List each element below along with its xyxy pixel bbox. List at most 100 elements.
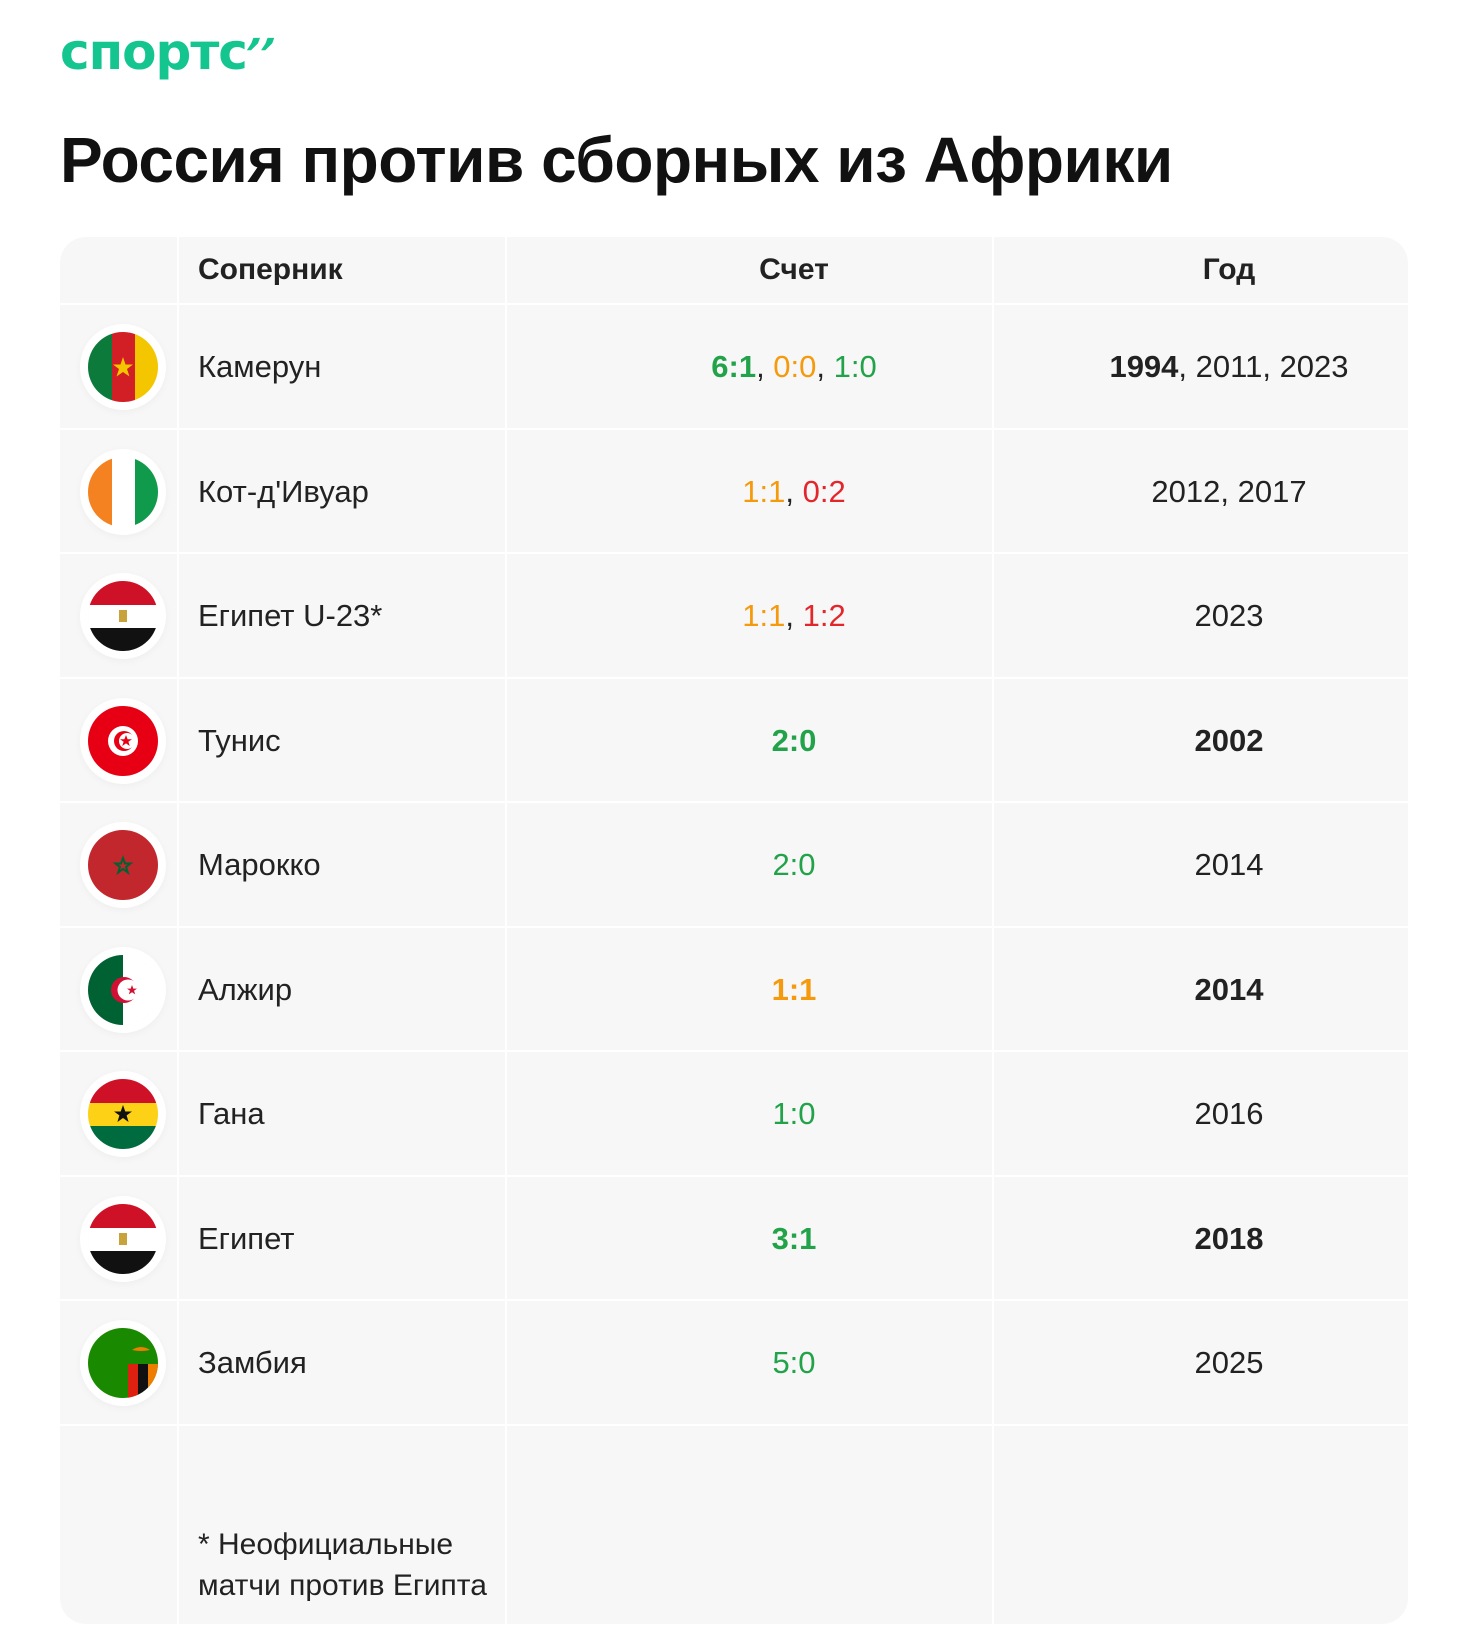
- year-cell: 1994, 2011, 2023: [1050, 305, 1408, 430]
- score-value: 1:1: [742, 598, 786, 634]
- score-value: 2:0: [771, 722, 817, 758]
- score-cell: 1:0: [536, 1052, 1052, 1177]
- table-row: Египет U-23* 1:1, 1:2 2023: [60, 552, 1408, 679]
- table-header: Соперник Счет Год: [60, 237, 1408, 303]
- year-cell: 2002: [1050, 679, 1408, 804]
- score-cell: 1:1, 1:2: [536, 554, 1052, 679]
- flag-cell: [60, 679, 185, 804]
- score-cell: 1:1: [536, 928, 1052, 1053]
- flag-cell: [60, 305, 185, 430]
- year-cell: 2014: [1050, 928, 1408, 1053]
- year-value: 2014: [1194, 847, 1264, 883]
- separator: ,: [785, 598, 803, 634]
- column-divider: [992, 237, 994, 1624]
- year-value: 2017: [1237, 473, 1307, 509]
- footer-separator: [60, 1423, 1408, 1426]
- score-value: 6:1: [711, 349, 757, 385]
- logo-text: спортс: [60, 23, 248, 81]
- header-score: Счет: [759, 253, 829, 286]
- score-cell: 5:0: [536, 1301, 1052, 1426]
- opponent-name: Кот-д'Ивуар: [198, 473, 369, 509]
- flag-cell: [60, 1301, 185, 1426]
- year-value: 2018: [1194, 1220, 1264, 1256]
- year-cell: 2023: [1050, 554, 1408, 679]
- opponent-name: Камерун: [198, 349, 322, 385]
- score-cell: 2:0: [536, 679, 1052, 804]
- egypt-flag-icon: [87, 1203, 158, 1274]
- year-value: 1994: [1109, 349, 1179, 385]
- table-row: Замбия 5:0 2025: [60, 1299, 1408, 1426]
- flag-cell: [60, 803, 185, 928]
- column-divider: [505, 237, 507, 1624]
- score-value: 2:0: [772, 847, 816, 883]
- score-value: 1:1: [742, 473, 786, 509]
- opponent-name: Гана: [198, 1096, 265, 1132]
- separator: ,: [1220, 473, 1238, 509]
- year-value: 2011: [1195, 349, 1263, 385]
- table-row: Египет 3:1 2018: [60, 1174, 1408, 1302]
- table-row: Алжир 1:1 2014: [60, 925, 1408, 1053]
- ivory-coast-flag-icon: [87, 456, 158, 527]
- footnote: * Неофициальные матчи против Египта: [198, 1524, 598, 1606]
- score-cell: 1:1, 0:2: [536, 430, 1052, 555]
- flag-cell: [60, 430, 185, 555]
- table-row: Кот-д'Ивуар 1:1, 0:2 2012, 2017: [60, 427, 1408, 555]
- year-cell: 2025: [1050, 1301, 1408, 1426]
- sports-logo[interactable]: спортс’’: [60, 22, 280, 84]
- table-row: Гана 1:0 2016: [60, 1050, 1408, 1177]
- year-cell: 2014: [1050, 803, 1408, 928]
- score-value: 0:0: [773, 349, 817, 385]
- flag-cell: [60, 1052, 185, 1177]
- tunisia-flag-icon: [87, 705, 158, 776]
- page-title: Россия против сборных из Африки: [60, 124, 1173, 196]
- score-cell: 3:1: [536, 1177, 1052, 1302]
- year-value: 2023: [1279, 349, 1349, 385]
- year-cell: 2012, 2017: [1050, 430, 1408, 555]
- opponent-name: Алжир: [198, 971, 293, 1007]
- year-value: 2023: [1194, 598, 1264, 634]
- score-cell: 6:1, 0:0, 1:0: [536, 305, 1052, 430]
- ghana-flag-icon: [87, 1079, 158, 1150]
- column-divider: [177, 237, 179, 1624]
- footnote-line: * Неофициальные: [198, 1528, 454, 1561]
- opponent-name: Тунис: [198, 722, 281, 758]
- year-cell: 2016: [1050, 1052, 1408, 1177]
- score-value: 0:2: [802, 473, 846, 509]
- separator: ,: [785, 473, 803, 509]
- table-row: Тунис 2:0 2002: [60, 676, 1408, 804]
- separator: ,: [816, 349, 834, 385]
- opponent-name: Марокко: [198, 847, 321, 883]
- opponent-name: Египет U-23*: [198, 598, 383, 634]
- separator: ,: [1178, 349, 1196, 385]
- opponent-name: Замбия: [198, 1345, 307, 1381]
- header-opponent: Соперник: [198, 253, 343, 286]
- score-cell: 2:0: [536, 803, 1052, 928]
- cameroon-flag-icon: [87, 332, 158, 403]
- year-value: 2016: [1194, 1096, 1264, 1132]
- footnote-line: матчи против Египта: [198, 1569, 487, 1602]
- year-value: 2012: [1151, 473, 1221, 509]
- flag-cell: [60, 928, 185, 1053]
- header-year: Год: [1202, 253, 1256, 286]
- flag-cell: [60, 554, 185, 679]
- score-value: 5:0: [772, 1345, 816, 1381]
- opponent-name: Египет: [198, 1220, 295, 1256]
- year-value: 2002: [1194, 722, 1264, 758]
- score-value: 1:0: [772, 1096, 816, 1132]
- separator: ,: [1262, 349, 1280, 385]
- separator: ,: [756, 349, 774, 385]
- results-table: Соперник Счет Год Камерун 6:1, 0:0, 1:0 19…: [60, 237, 1408, 1624]
- year-value: 2014: [1194, 971, 1264, 1007]
- score-value: 1:1: [771, 971, 817, 1007]
- zambia-flag-icon: [87, 1328, 158, 1399]
- table-row: Марокко 2:0 2014: [60, 801, 1408, 928]
- score-value: 1:0: [833, 349, 877, 385]
- table-row: Камерун 6:1, 0:0, 1:0 1994, 2011, 2023: [60, 303, 1408, 430]
- morocco-flag-icon: [87, 830, 158, 901]
- flag-cell: [60, 1177, 185, 1302]
- score-value: 1:2: [802, 598, 846, 634]
- algeria-flag-icon: [87, 954, 158, 1025]
- egypt-flag-icon: [87, 581, 158, 652]
- year-cell: 2018: [1050, 1177, 1408, 1302]
- score-value: 3:1: [771, 1220, 817, 1256]
